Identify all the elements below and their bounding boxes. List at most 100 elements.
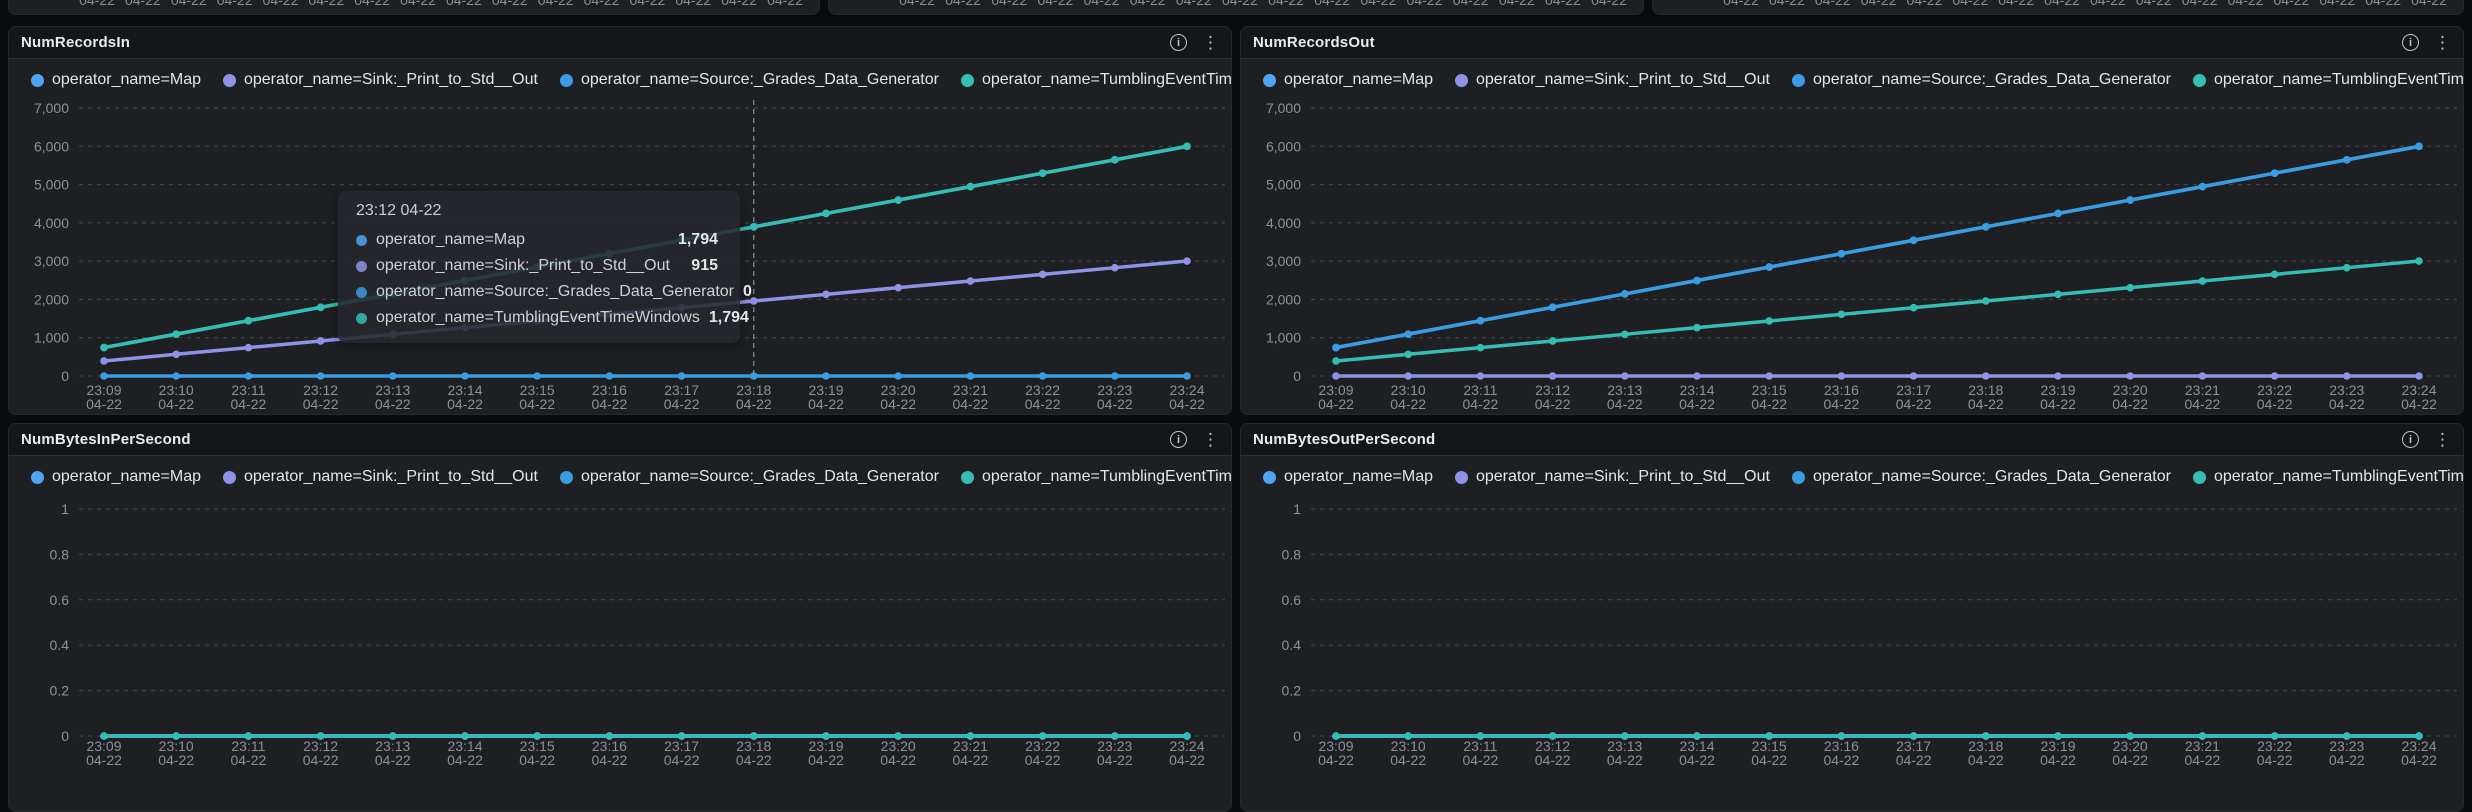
panel-header: NumRecordsOut i ⋮ (1241, 27, 2463, 59)
legend-item[interactable]: operator_name=TumblingEventTimeWindows (2192, 468, 2463, 486)
x-axis-time-label: 23:21 (953, 382, 988, 398)
data-point-marker (1404, 350, 1412, 359)
kebab-menu-icon[interactable]: ⋮ (1202, 430, 1219, 449)
x-axis-date-label: 04-22 (736, 396, 772, 412)
x-axis-date-label: 04-22 (447, 396, 483, 412)
x-axis-time-label: 23:11 (1463, 738, 1497, 754)
legend-label: operator_name=Map (52, 468, 201, 485)
data-point-marker (316, 303, 325, 312)
data-point-marker (244, 372, 253, 380)
data-point-marker (677, 732, 686, 740)
legend-item[interactable]: operator_name=TumblingEventTimeWindows (960, 71, 1232, 89)
x-axis-date-label: 04-22 (808, 396, 844, 412)
data-point-marker (2198, 182, 2207, 191)
legend-item[interactable]: operator_name=Source:_Grades_Data_Genera… (1791, 468, 2171, 486)
info-icon[interactable]: i (1170, 34, 1187, 51)
x-axis-time-label: 23:09 (1318, 738, 1353, 754)
data-point-marker (750, 297, 758, 305)
kebab-menu-icon[interactable]: ⋮ (2434, 430, 2451, 449)
data-point-marker (894, 732, 902, 740)
legend-label: operator_name=Source:_Grades_Data_Genera… (1812, 468, 2171, 485)
x-axis-time-label: 23:16 (592, 738, 627, 754)
legend-item[interactable]: operator_name=TumblingEventTimeWindows (960, 468, 1231, 486)
x-axis-date-label: 04-22 (1097, 752, 1133, 768)
x-axis-date-label: 04-22 (1968, 752, 2004, 768)
data-point-marker (2198, 732, 2207, 740)
data-point-marker (2415, 372, 2423, 380)
x-axis-date-label: 04-22 (1535, 396, 1571, 412)
legend-item[interactable]: operator_name=Map (31, 468, 201, 486)
data-point-marker (2054, 372, 2062, 380)
legend: operator_name=Map operator_name=Sink:_Pri… (31, 71, 1232, 89)
legend-dot (1791, 470, 1805, 484)
kebab-menu-icon[interactable]: ⋮ (1202, 33, 1219, 52)
data-point-marker (1183, 142, 1191, 151)
y-axis-label: 0.6 (1282, 592, 1302, 608)
legend-item[interactable]: operator_name=Sink:_Print_to_Std__Out (1454, 468, 1770, 486)
info-icon[interactable]: i (2402, 431, 2419, 448)
data-point-marker (822, 372, 830, 380)
x-axis-date-label: 04-22 (721, 0, 758, 8)
panel-header-actions: i ⋮ (1170, 34, 1219, 51)
x-axis-time-label: 23:16 (592, 382, 627, 398)
legend-item[interactable]: operator_name=Map (31, 71, 201, 89)
x-axis-date-label: 04-22 (262, 0, 299, 8)
legend-item[interactable]: operator_name=Source:_Grades_Data_Genera… (559, 468, 939, 486)
data-point-marker (1982, 223, 1990, 231)
x-axis-date-label: 04-22 (899, 0, 935, 8)
data-point-marker (100, 343, 108, 352)
legend-item[interactable]: operator_name=Source:_Grades_Data_Genera… (559, 71, 939, 89)
data-point-marker (1693, 276, 1701, 285)
legend-dot (2192, 470, 2206, 484)
data-point-marker (1476, 372, 1485, 380)
line-chart[interactable]: 7,000 6,000 5,000 4,000 3,000 2,000 1,000 0 23:0… (9, 91, 1232, 415)
x-axis-time-label: 23:13 (1607, 382, 1642, 398)
legend-item[interactable]: operator_name=Map (1263, 71, 1433, 89)
info-icon[interactable]: i (1170, 431, 1187, 448)
legend-dot (1263, 73, 1276, 87)
x-axis-date-label: 04-22 (1498, 0, 1535, 8)
line-chart[interactable]: 7,000 6,000 5,000 4,000 3,000 2,000 1,000 0 23:0… (1241, 91, 2464, 415)
data-point-marker (1111, 732, 1119, 740)
info-icon[interactable]: i (2402, 34, 2419, 51)
legend-item[interactable]: operator_name=Map (1263, 468, 1433, 486)
panel-header: NumBytesInPerSecond i ⋮ (9, 424, 1231, 456)
x-axis-time-label: 23:20 (881, 382, 916, 398)
x-axis-date-label: 04-22 (591, 396, 627, 412)
legend-item[interactable]: operator_name=Sink:_Print_to_Std__Out (222, 71, 538, 89)
x-axis-date-label: 04-22 (519, 396, 555, 412)
x-axis-time-label: 23:13 (1607, 738, 1642, 754)
x-axis-date-label: 04-22 (1896, 396, 1932, 412)
y-axis-label: 0 (61, 368, 69, 384)
data-point-marker (2198, 372, 2207, 380)
data-point-marker (822, 209, 830, 218)
data-point-marker (822, 732, 830, 740)
line-chart[interactable]: 10.80.60.40.2023:0904-2223:1004-2223:110… (1241, 488, 2464, 812)
data-point-marker (1765, 263, 1773, 271)
legend-dot (1791, 73, 1805, 87)
cutoff-panel-3: 04-22 04-22 04-22 04-22 04-22 04-22 04-22 04-22… (1652, 0, 2464, 15)
panel-header-actions: i ⋮ (2402, 431, 2451, 448)
x-axis-date-label: 04-22 (1896, 752, 1932, 768)
data-point-marker (1111, 156, 1119, 164)
panel-title: NumBytesInPerSecond (21, 431, 191, 448)
data-point-marker (1404, 732, 1412, 740)
legend-label: operator_name=Source:_Grades_Data_Genera… (580, 468, 939, 485)
legend-item[interactable]: operator_name=TumblingEventTimeWindows (2192, 71, 2463, 89)
panel-num-records-out: NumRecordsOut i ⋮ operator_name=Map opera… (1240, 26, 2464, 415)
legend-item[interactable]: operator_name=Sink:_Print_to_Std__Out (222, 468, 538, 486)
x-axis-date-label: 04-22 (1462, 752, 1498, 768)
legend-item[interactable]: operator_name=Source:_Grades_Data_Genera… (1791, 71, 2171, 89)
data-point-marker (172, 372, 180, 380)
x-axis-time-label: 23:14 (447, 382, 482, 398)
kebab-menu-icon[interactable]: ⋮ (2434, 33, 2451, 52)
y-axis-label: 4,000 (1266, 215, 1301, 231)
legend-item[interactable]: operator_name=Sink:_Print_to_Std__Out (1454, 71, 1770, 89)
data-point-marker (2126, 283, 2134, 292)
data-point-marker (1909, 732, 1918, 740)
legend-label: operator_name=TumblingEventTimeWindows (981, 71, 1232, 88)
line-chart[interactable]: 10.80.60.40.2023:0904-2223:1004-2223:110… (9, 488, 1232, 812)
x-axis-time-label: 23:19 (808, 738, 843, 754)
x-axis-date-label: 04-22 (1097, 396, 1133, 412)
x-axis-time-label: 23:24 (2401, 738, 2436, 754)
